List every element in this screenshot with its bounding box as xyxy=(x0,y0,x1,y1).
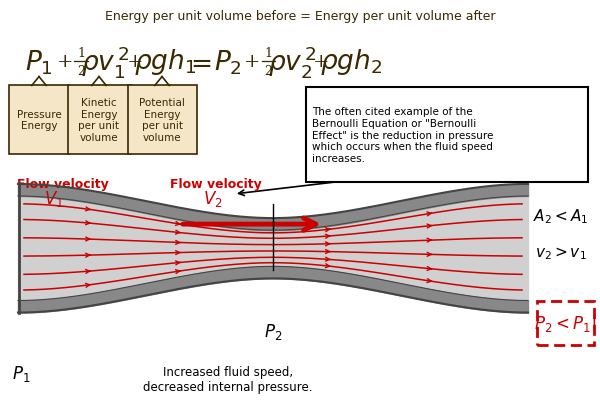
Text: $P_1$: $P_1$ xyxy=(25,48,53,76)
Text: The often cited example of the
Bernoulli Equation or "Bernoulli
Effect" is the r: The often cited example of the Bernoulli… xyxy=(312,107,493,164)
Text: $\rho g h_1$: $\rho g h_1$ xyxy=(134,47,196,77)
Text: 1: 1 xyxy=(77,47,85,60)
FancyBboxPatch shape xyxy=(128,86,197,154)
Text: Flow velocity: Flow velocity xyxy=(170,178,262,191)
Text: $P_2$: $P_2$ xyxy=(264,321,282,341)
Text: $V_2$: $V_2$ xyxy=(203,188,223,209)
Text: +: + xyxy=(244,53,260,71)
FancyBboxPatch shape xyxy=(306,88,588,182)
Text: +: + xyxy=(313,53,329,71)
Text: $v_2 > v_1$: $v_2 > v_1$ xyxy=(535,244,587,261)
Text: $P_2$: $P_2$ xyxy=(214,48,242,76)
Text: $P_1$: $P_1$ xyxy=(12,363,30,383)
Text: Pressure
Energy: Pressure Energy xyxy=(17,109,61,131)
Text: Potential
Energy
per unit
volume: Potential Energy per unit volume xyxy=(139,98,185,143)
Text: $\rho v_2^{\,2}$: $\rho v_2^{\,2}$ xyxy=(268,44,316,80)
Text: Increased fluid speed,
decreased internal pressure.: Increased fluid speed, decreased interna… xyxy=(143,365,313,393)
Text: $=$: $=$ xyxy=(185,50,211,75)
Text: $\rho v_1^{\,2}$: $\rho v_1^{\,2}$ xyxy=(81,44,129,80)
Text: $A_2 < A_1$: $A_2 < A_1$ xyxy=(533,207,589,226)
FancyBboxPatch shape xyxy=(68,86,131,154)
Text: $P_2 < P_1!$: $P_2 < P_1!$ xyxy=(535,313,596,333)
Text: 2: 2 xyxy=(77,65,85,77)
Text: +: + xyxy=(127,53,143,71)
Text: Flow velocity: Flow velocity xyxy=(17,178,109,191)
Text: $V_1$: $V_1$ xyxy=(44,188,64,209)
Text: Kinetic
Energy
per unit
volume: Kinetic Energy per unit volume xyxy=(79,98,119,143)
Text: Energy per unit volume before = Energy per unit volume after: Energy per unit volume before = Energy p… xyxy=(105,10,495,23)
FancyBboxPatch shape xyxy=(537,301,594,345)
Text: 2: 2 xyxy=(264,65,272,77)
Text: $\rho g h_2$: $\rho g h_2$ xyxy=(320,47,382,77)
Text: +: + xyxy=(56,53,73,71)
FancyBboxPatch shape xyxy=(9,86,69,154)
Text: 1: 1 xyxy=(264,47,272,60)
